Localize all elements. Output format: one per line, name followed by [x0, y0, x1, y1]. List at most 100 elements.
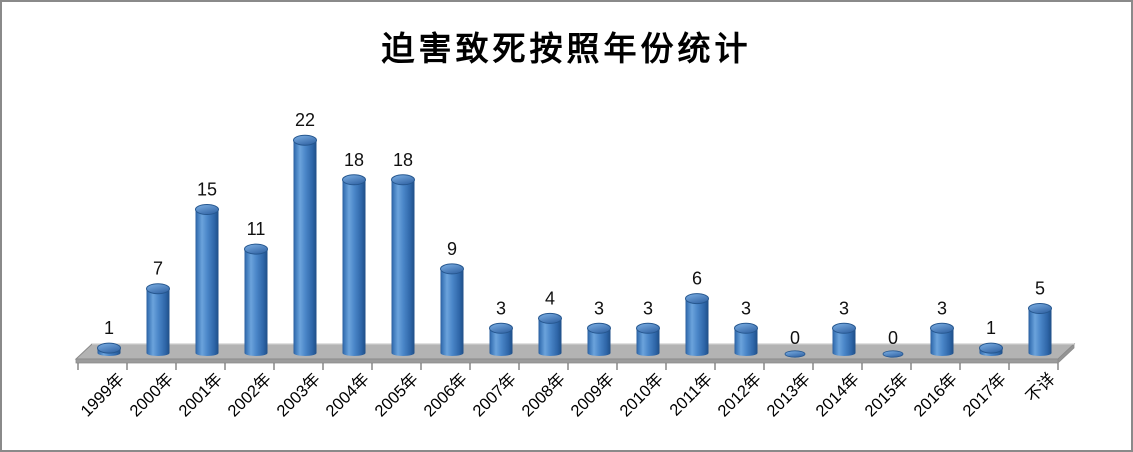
value-label: 4: [545, 288, 555, 308]
bar-2011年: [685, 293, 709, 356]
value-label: 18: [393, 150, 413, 170]
bar-cap: [930, 322, 954, 334]
value-label: 5: [1035, 279, 1045, 299]
bar-body: [440, 268, 464, 353]
bar-cap: [636, 322, 660, 334]
x-axis-label: 1999年: [77, 369, 128, 420]
bar-cap: [293, 134, 317, 146]
bar-2014年: [832, 322, 856, 356]
chart-floor-front: [75, 358, 1059, 364]
bar-cap: [146, 283, 170, 295]
value-label: 3: [839, 298, 849, 318]
x-axis-label: 2002年: [224, 369, 275, 420]
value-label: 3: [496, 298, 506, 318]
bar-2001年: [195, 204, 219, 356]
value-label: 18: [344, 150, 364, 170]
chart-floor-top: [74, 343, 1076, 360]
x-labels-group: 1999年2000年2001年2002年2003年2004年2005年2006年…: [77, 369, 1059, 420]
value-label: 1: [104, 318, 114, 338]
bar-2006年: [440, 263, 464, 356]
value-label: 7: [153, 259, 163, 279]
chart-title: 迫害致死按照年份统计: [381, 32, 752, 68]
bar-cap: [1028, 303, 1052, 314]
value-label: 3: [741, 298, 751, 318]
bar-body: [538, 318, 562, 353]
x-axis-label: 2013年: [763, 369, 814, 420]
value-label: 3: [594, 298, 604, 318]
bar-zero-disk: [784, 350, 806, 358]
bar-cap: [734, 322, 758, 334]
bar-body: [342, 179, 366, 353]
x-axis-label: 2001年: [175, 369, 226, 420]
bar-body: [734, 328, 758, 353]
bar-body: [636, 328, 660, 353]
x-axis-label: 2009年: [567, 369, 618, 420]
bar-2008年: [538, 312, 562, 356]
bar-body: [195, 209, 219, 353]
bar-body: [832, 328, 856, 353]
x-axis-label: 2016年: [910, 369, 961, 420]
x-axis-label: 不详: [1022, 369, 1059, 406]
bar-2012年: [734, 322, 758, 356]
x-axis-label: 2010年: [616, 369, 667, 420]
bar-body: [930, 328, 954, 353]
value-label: 0: [888, 328, 898, 348]
bar-cap: [342, 174, 366, 186]
value-label: 22: [295, 110, 315, 130]
bar-2000年: [146, 283, 170, 356]
bar-2005年: [391, 174, 415, 356]
bar-不详: [1028, 303, 1052, 356]
value-label: 6: [692, 269, 702, 289]
bar-2002年: [244, 243, 268, 356]
bars-group: [97, 134, 1052, 358]
floor-group: [74, 343, 1076, 364]
x-axis-label: 2000年: [126, 369, 177, 420]
bar-2013年: [784, 350, 806, 358]
bar-cap: [832, 322, 856, 334]
bar-body: [587, 328, 611, 353]
bar-cap: [391, 174, 415, 186]
x-axis-label: 2012年: [714, 369, 765, 420]
bar-cap: [538, 312, 562, 324]
bar-2016年: [930, 322, 954, 356]
bar-cap: [685, 293, 709, 305]
x-axis-label: 2008年: [518, 369, 569, 420]
bar-body: [489, 328, 513, 353]
bar-1999年: [97, 342, 121, 356]
value-label: 0: [790, 328, 800, 348]
x-axis-label: 2004年: [322, 369, 373, 420]
bar-cap: [97, 342, 121, 354]
bar-zero-disk: [882, 350, 904, 358]
bar-body: [391, 179, 415, 353]
value-label: 11: [247, 219, 266, 239]
bar-cap: [440, 263, 464, 275]
value-label: 3: [937, 298, 947, 318]
bar-body: [244, 249, 268, 353]
x-axis-label: 2007年: [469, 369, 520, 420]
bar-2007年: [489, 322, 513, 356]
bar-cap: [244, 243, 268, 255]
value-label: 9: [447, 239, 457, 259]
x-axis-label: 2011年: [666, 369, 716, 419]
x-axis-label: 2003年: [273, 369, 324, 420]
bar-body: [146, 288, 170, 353]
bar-body: [293, 140, 317, 353]
value-label: 3: [643, 298, 653, 318]
bar-cap: [489, 322, 513, 334]
bar-2010年: [636, 322, 660, 356]
bar-body: [685, 298, 709, 353]
x-axis-label: 2006年: [420, 369, 471, 420]
bar-cap: [979, 342, 1003, 354]
value-label: 1: [986, 318, 996, 338]
x-axis-label: 2017年: [959, 369, 1010, 420]
bar-2009年: [587, 322, 611, 356]
axis-group: [77, 363, 1059, 370]
bar-2004年: [342, 174, 366, 356]
x-axis-label: 2015年: [861, 369, 912, 420]
value-label: 15: [197, 180, 217, 200]
x-axis-label: 2014年: [812, 369, 863, 420]
x-axis-label: 2005年: [371, 369, 422, 420]
